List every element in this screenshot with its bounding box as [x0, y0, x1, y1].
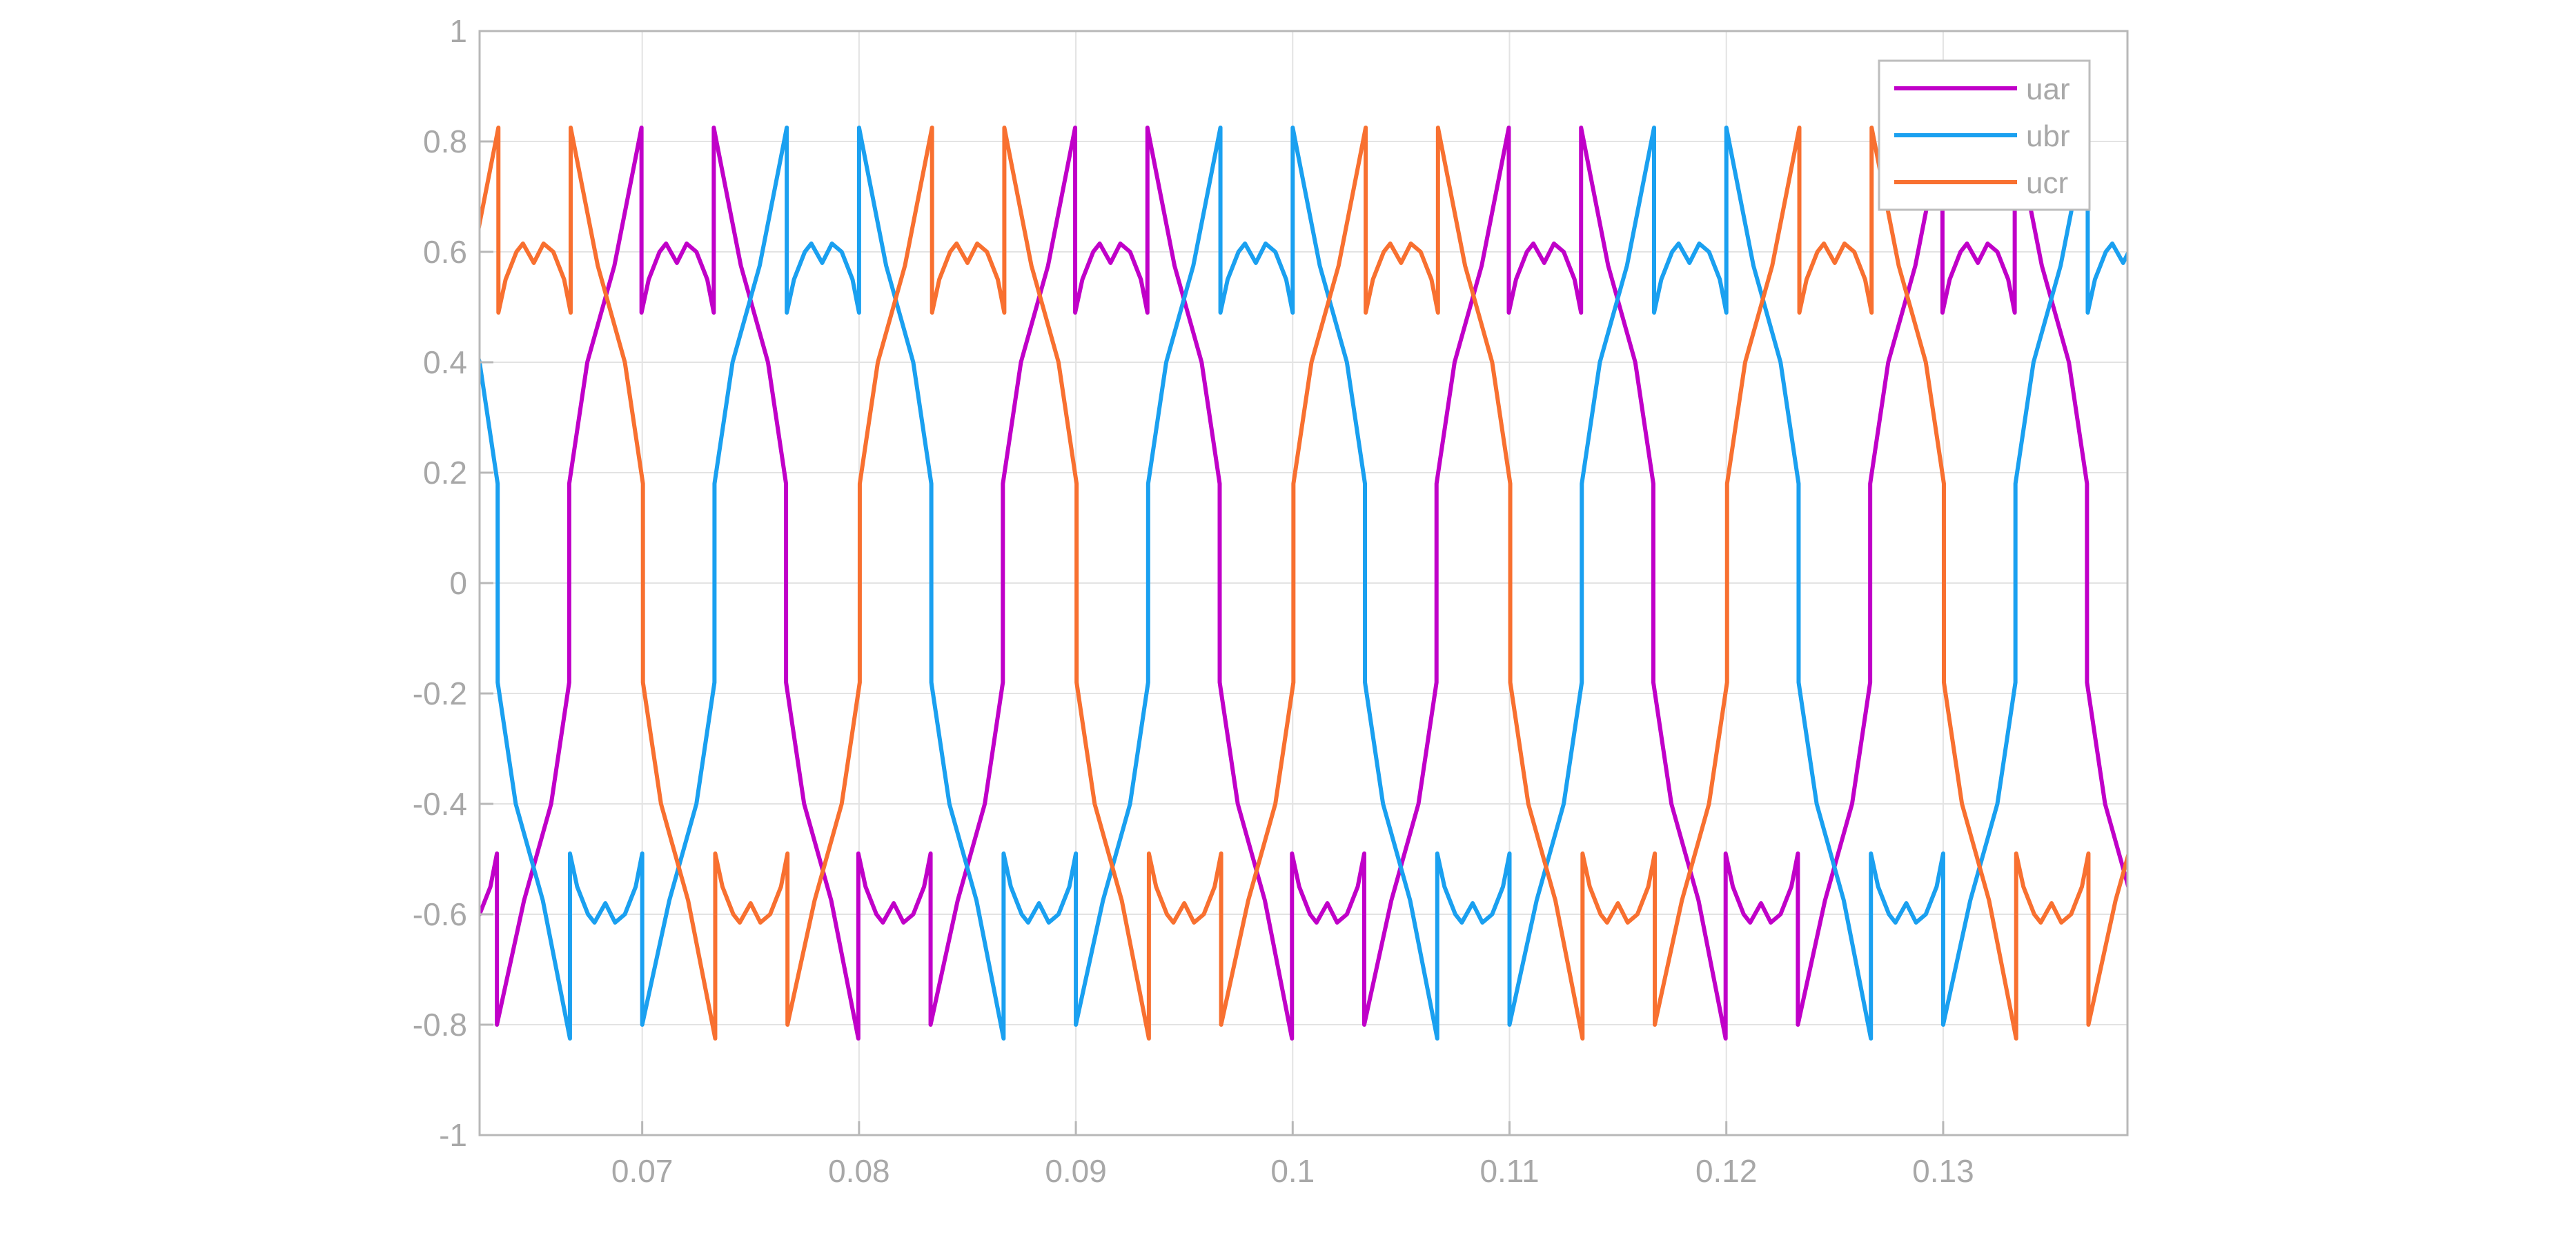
y-tick-label: 0.4 — [423, 344, 467, 380]
series-line-ucr — [480, 126, 2127, 1041]
legend-label-ucr: ucr — [2026, 166, 2068, 200]
series-line-uar — [480, 126, 2127, 1041]
x-tick-label: 0.11 — [1479, 1153, 1539, 1189]
tick-labels: 0.07 0.08 0.09 0.1 0.11 0.12 0.13 1 0.8 0.6 0.4 0.2… — [413, 13, 1974, 1189]
x-tick-label: 0.07 — [611, 1153, 674, 1189]
y-tick-label: -0.2 — [413, 676, 467, 711]
x-tick-label: 0.12 — [1695, 1153, 1758, 1189]
y-tick-label: -0.6 — [413, 896, 467, 932]
x-tick-label: 0.08 — [828, 1153, 890, 1189]
y-tick-label: 0.6 — [423, 234, 467, 270]
x-tick-label: 0.13 — [1912, 1153, 1974, 1189]
series-layer — [480, 126, 2127, 1041]
x-tick-label: 0.09 — [1045, 1153, 1107, 1189]
y-tick-label: 0.2 — [423, 455, 467, 491]
x-tick-label: 0.1 — [1270, 1153, 1315, 1189]
legend: uar ubr ucr — [1878, 59, 2091, 211]
y-tick-label: 0 — [449, 565, 467, 601]
legend-label-ubr: ubr — [2026, 119, 2070, 153]
y-tick-label: 0.8 — [423, 124, 467, 159]
y-tick-label: -0.4 — [413, 786, 467, 822]
legend-label-uar: uar — [2026, 72, 2070, 106]
y-tick-label: -1 — [439, 1117, 467, 1153]
y-tick-label: -0.8 — [413, 1007, 467, 1043]
series-line-ubr — [480, 126, 2127, 1041]
ticks — [480, 30, 1945, 1136]
y-tick-label: 1 — [449, 13, 467, 49]
